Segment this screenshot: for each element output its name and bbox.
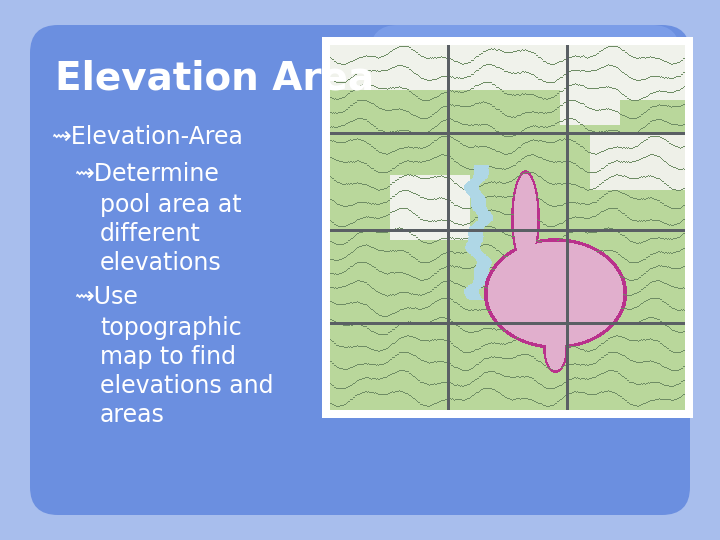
- Text: topographic: topographic: [100, 316, 242, 340]
- Text: areas: areas: [100, 403, 165, 427]
- Text: ⇝Elevation-Area: ⇝Elevation-Area: [52, 125, 244, 149]
- Bar: [322, 37, 693, 418]
- Text: ⇝Determine: ⇝Determine: [75, 162, 220, 186]
- Text: elevations: elevations: [100, 251, 222, 275]
- Text: pool area at: pool area at: [100, 193, 242, 217]
- Text: Elevation Area: Elevation Area: [55, 60, 374, 98]
- Text: map to find: map to find: [100, 345, 236, 369]
- Text: different: different: [100, 222, 201, 246]
- Text: ⇝Use: ⇝Use: [75, 285, 139, 309]
- Text: elevations and: elevations and: [100, 374, 274, 398]
- FancyBboxPatch shape: [370, 25, 680, 240]
- FancyBboxPatch shape: [30, 25, 690, 515]
